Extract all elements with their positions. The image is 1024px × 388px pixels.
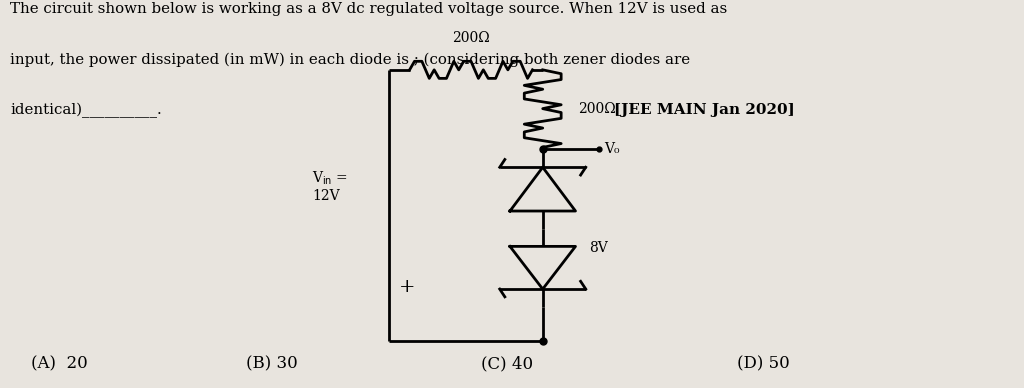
Text: (B) 30: (B) 30 [246, 355, 298, 372]
Text: 8V: 8V [589, 241, 607, 255]
Text: input, the power dissipated (in mW) in each diode is ; (considering both zener d: input, the power dissipated (in mW) in e… [10, 52, 690, 67]
Text: 200Ω: 200Ω [579, 102, 616, 116]
Text: The circuit shown below is working as a 8V dc regulated voltage source. When 12V: The circuit shown below is working as a … [10, 2, 727, 16]
Text: identical)__________.: identical)__________. [10, 103, 162, 118]
Text: (D) 50: (D) 50 [737, 355, 791, 372]
Text: 200Ω: 200Ω [453, 31, 489, 45]
Text: +: + [399, 278, 416, 296]
Text: [JEE MAIN Jan 2020]: [JEE MAIN Jan 2020] [614, 103, 796, 117]
Text: (A)  20: (A) 20 [31, 355, 87, 372]
Text: V$_{\mathrm{in}}$ =
12V: V$_{\mathrm{in}}$ = 12V [312, 170, 348, 203]
Text: (C) 40: (C) 40 [481, 355, 534, 372]
Text: V₀: V₀ [604, 142, 620, 156]
